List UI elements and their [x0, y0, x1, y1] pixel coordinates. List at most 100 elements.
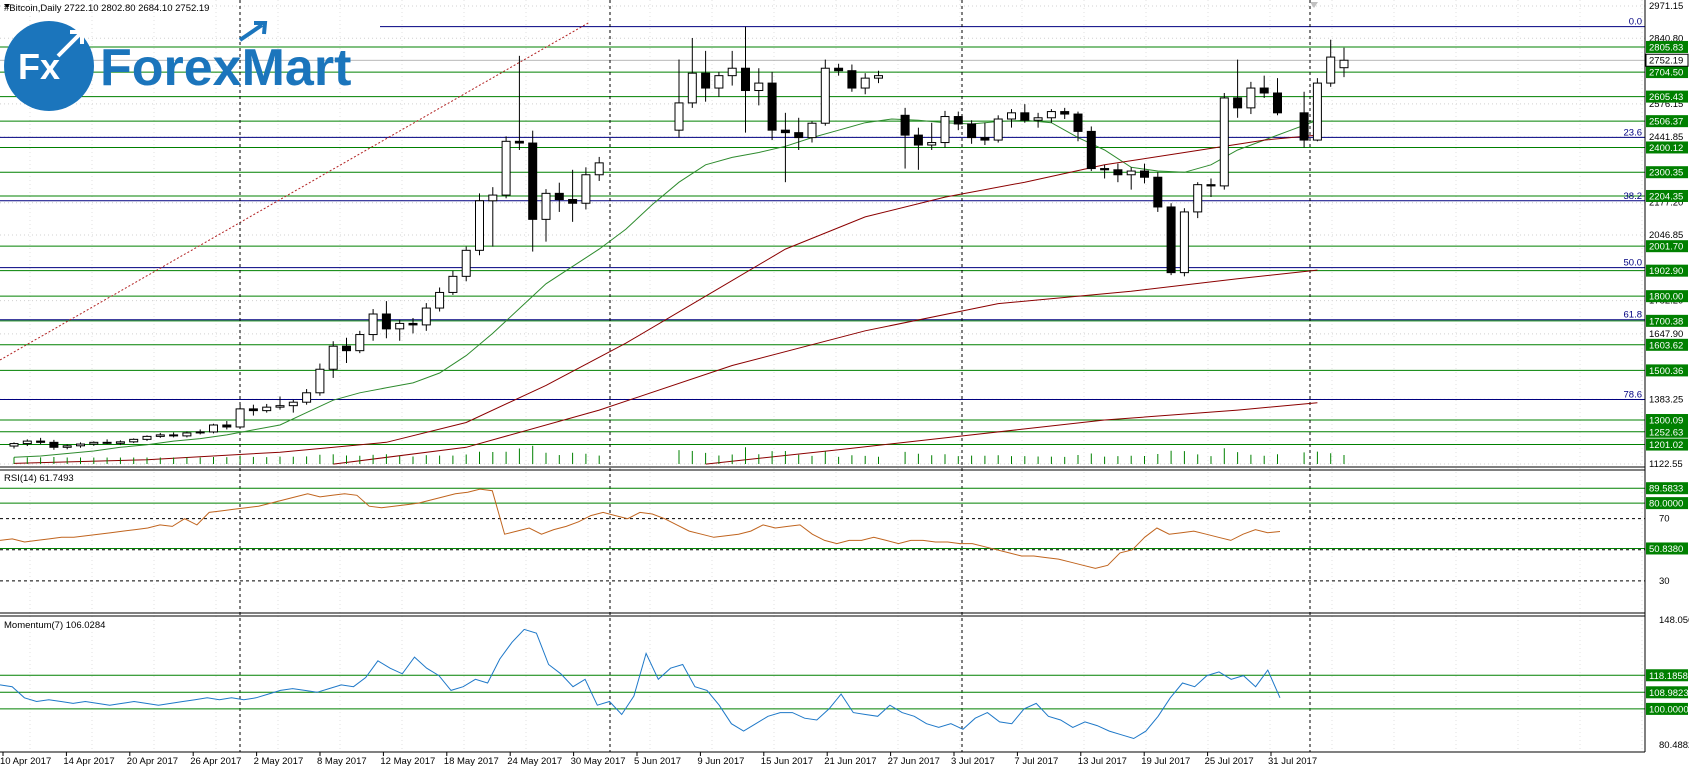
time-tick-label: 12 May 2017 [380, 756, 435, 767]
price-level-tag [1646, 40, 1688, 53]
momentum-pane[interactable]: 148.0569 80.4882 118.1858 108.9823 100.0000 [0, 615, 1689, 751]
candle [967, 120, 977, 144]
momentum-level-label: 108.9823 [1649, 688, 1689, 699]
momentum-title: Momentum(7) 106.0284 [4, 620, 105, 631]
price-level-tag [1646, 115, 1688, 128]
price-grid [0, 0, 1645, 752]
candle [115, 440, 125, 446]
candle-body [1273, 92, 1282, 114]
candle-body [169, 434, 179, 437]
candle [1339, 47, 1349, 78]
candle [222, 421, 232, 430]
price-pane[interactable] [0, 0, 1645, 752]
candle [674, 59, 684, 138]
candle [62, 444, 72, 450]
price-level-tag [1646, 166, 1688, 179]
candle-body [847, 70, 857, 89]
logo-word: ForexMart [100, 39, 351, 97]
candle-body [1007, 112, 1016, 120]
rsi-tick-label: 70 [1659, 514, 1670, 525]
candle-body [727, 67, 737, 77]
candle-body [288, 401, 298, 407]
candle-body [967, 123, 977, 139]
candle-body [1140, 170, 1149, 178]
candle [927, 122, 937, 150]
shift-marker-icon[interactable] [1310, 2, 1318, 8]
candle-body [674, 102, 684, 131]
candle [568, 169, 578, 222]
price-level-label: 2300.35 [1649, 168, 1683, 179]
candle [1046, 109, 1056, 123]
candle [288, 399, 298, 413]
time-tick-label: 19 Jul 2017 [1141, 756, 1190, 767]
candle-body [49, 441, 59, 448]
candle [89, 441, 99, 446]
candle [940, 110, 950, 148]
candle [182, 431, 192, 438]
candle [807, 121, 817, 143]
price-level-label: 2400.12 [1649, 143, 1683, 154]
rsi-level-label: 80.0000 [1649, 499, 1683, 510]
candle [900, 107, 910, 169]
logo-mark: Fx [18, 46, 60, 87]
candle [767, 71, 777, 141]
candle [368, 309, 378, 341]
candle-body [1020, 112, 1030, 121]
candle [248, 404, 258, 416]
candle [1153, 172, 1163, 212]
candle [874, 70, 883, 84]
candle [262, 403, 272, 413]
candle [1073, 111, 1083, 142]
price-level-tag [1646, 438, 1688, 451]
candle-body [142, 435, 152, 440]
time-tick-label: 2 May 2017 [254, 756, 304, 767]
price-level-tag [1646, 338, 1688, 351]
candle-body [687, 72, 697, 104]
candle-body [9, 443, 19, 447]
collapse-triangle-icon[interactable] [4, 4, 10, 8]
candle-body [834, 67, 844, 72]
momentum-level-label: 100.0000 [1649, 704, 1689, 715]
candle [980, 122, 990, 146]
candle [1259, 75, 1269, 98]
candle-body [807, 122, 817, 139]
candle [9, 442, 19, 449]
candle-body [940, 116, 950, 144]
chart-header: #Bitcoin,Daily 2722.10 2802.80 2684.10 2… [4, 3, 209, 14]
candle-body [262, 406, 272, 412]
candle [1193, 182, 1203, 219]
candle-body [235, 408, 245, 428]
candle [528, 130, 538, 252]
price-level-tag [1646, 66, 1688, 79]
candle-body [448, 275, 458, 293]
candle [834, 63, 844, 76]
candle-body [1100, 168, 1110, 171]
rsi-level-label: 50.8380 [1649, 544, 1683, 555]
candle [129, 438, 139, 444]
price-level-tag [1646, 264, 1688, 277]
price-level-label: 1902.90 [1649, 266, 1683, 277]
candle-body [1060, 111, 1070, 115]
rsi-tick-label: 30 [1659, 576, 1670, 587]
candle [1179, 208, 1189, 277]
candle-body [475, 200, 484, 251]
candle-body [1259, 87, 1269, 94]
candle [1100, 164, 1110, 179]
time-tick-label: 24 May 2017 [507, 756, 562, 767]
candle-body [155, 434, 165, 437]
candle [741, 26, 750, 133]
candle-body [568, 199, 578, 204]
price-level-label: 2001.70 [1649, 242, 1683, 253]
candle [1166, 203, 1176, 276]
time-tick-label: 5 Jun 2017 [634, 756, 681, 767]
candle [76, 442, 85, 448]
candle [1020, 104, 1030, 123]
candle [381, 301, 391, 339]
candle [714, 71, 724, 97]
trend-line[interactable] [0, 21, 591, 361]
fibonacci-label: 50.0 [1624, 258, 1643, 269]
candle [953, 111, 963, 131]
